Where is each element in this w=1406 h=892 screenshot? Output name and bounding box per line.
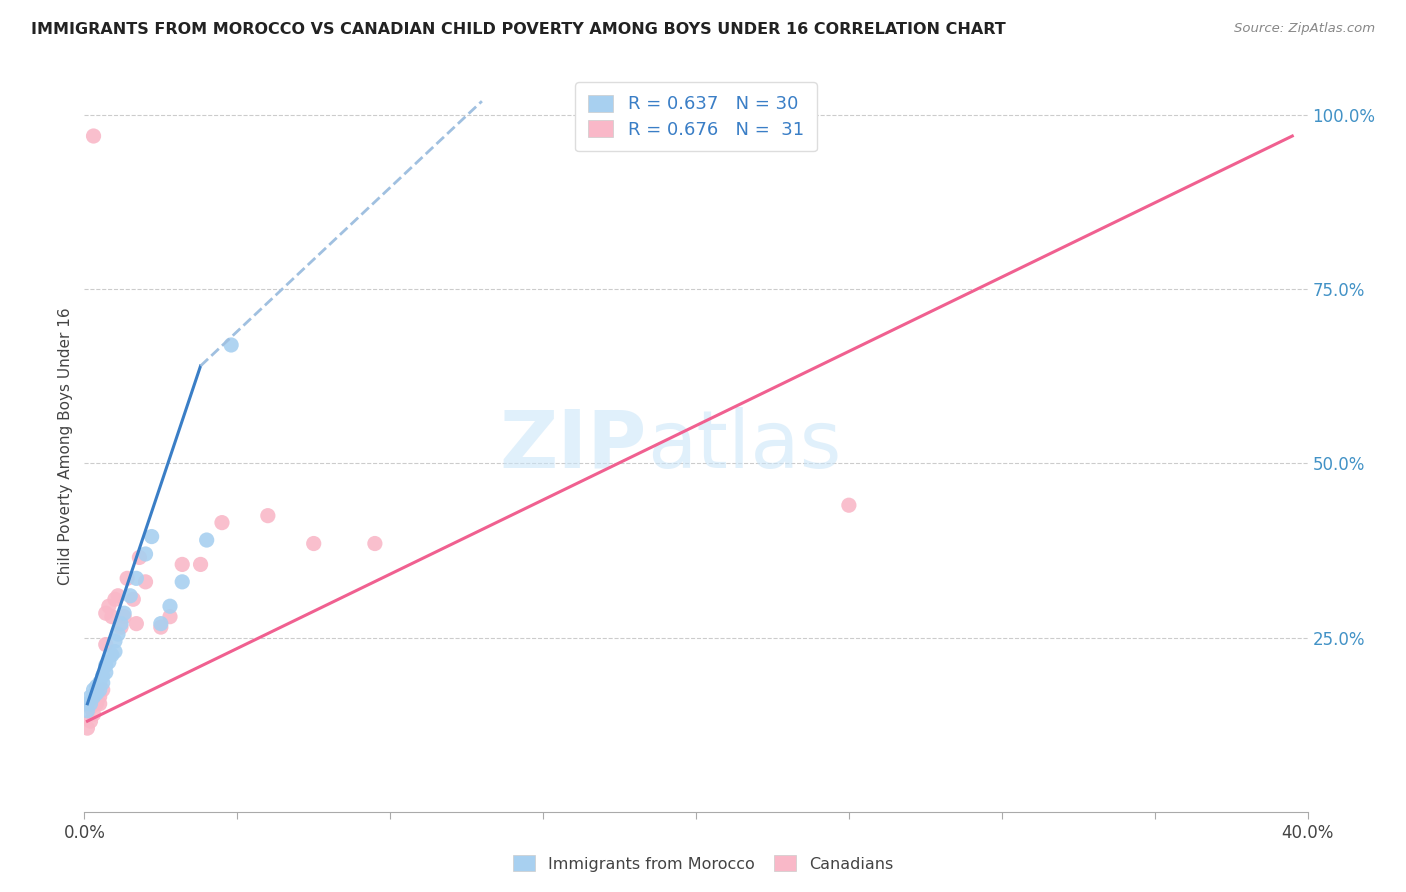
Point: [83, 690, 105, 704]
Point: [159, 599, 181, 614]
Point: [149, 620, 172, 634]
Point: [101, 648, 124, 662]
Point: [79, 697, 101, 711]
Point: [107, 589, 129, 603]
Point: [83, 682, 105, 697]
Point: [86, 686, 108, 700]
Point: [94, 665, 117, 680]
Text: atlas: atlas: [647, 407, 841, 485]
Point: [101, 609, 124, 624]
Point: [94, 658, 117, 673]
Point: [91, 676, 114, 690]
Point: [838, 498, 860, 512]
Point: [122, 592, 145, 607]
Point: [110, 620, 132, 634]
Point: [76, 721, 98, 735]
Point: [104, 592, 127, 607]
Point: [219, 338, 242, 352]
Point: [86, 679, 108, 693]
Point: [125, 616, 148, 631]
Point: [172, 558, 194, 572]
Point: [302, 536, 325, 550]
Point: [79, 690, 101, 704]
Point: [128, 550, 150, 565]
Point: [104, 634, 127, 648]
Point: [190, 558, 212, 572]
Point: [110, 616, 132, 631]
Point: [112, 606, 135, 620]
Point: [257, 508, 280, 523]
Point: [112, 609, 135, 624]
Point: [115, 571, 138, 585]
Point: [120, 589, 142, 603]
Point: [135, 547, 157, 561]
Point: [94, 606, 117, 620]
Point: [89, 697, 111, 711]
Point: [79, 700, 101, 714]
Point: [149, 616, 172, 631]
Point: [104, 644, 127, 658]
Point: [141, 530, 163, 544]
Point: [97, 655, 120, 669]
Point: [91, 682, 114, 697]
Point: [135, 574, 157, 589]
Legend: R = 0.637   N = 30, R = 0.676   N =  31: R = 0.637 N = 30, R = 0.676 N = 31: [575, 82, 817, 152]
Point: [159, 609, 181, 624]
Point: [89, 682, 111, 697]
Y-axis label: Child Poverty Among Boys Under 16: Child Poverty Among Boys Under 16: [58, 307, 73, 585]
Point: [76, 697, 98, 711]
Point: [97, 599, 120, 614]
Point: [195, 533, 218, 547]
Point: [91, 669, 114, 683]
Text: ZIP: ZIP: [499, 407, 647, 485]
Point: [364, 536, 387, 550]
Point: [83, 707, 105, 722]
Text: IMMIGRANTS FROM MOROCCO VS CANADIAN CHILD POVERTY AMONG BOYS UNDER 16 CORRELATIO: IMMIGRANTS FROM MOROCCO VS CANADIAN CHIL…: [31, 22, 1005, 37]
Point: [79, 714, 101, 728]
Point: [172, 574, 194, 589]
Point: [125, 571, 148, 585]
Point: [89, 690, 111, 704]
Point: [86, 697, 108, 711]
Point: [76, 704, 98, 718]
Point: [94, 638, 117, 652]
Point: [83, 128, 105, 143]
Point: [211, 516, 233, 530]
Point: [107, 627, 129, 641]
Text: Source: ZipAtlas.com: Source: ZipAtlas.com: [1234, 22, 1375, 36]
Point: [89, 676, 111, 690]
Legend: Immigrants from Morocco, Canadians: Immigrants from Morocco, Canadians: [505, 847, 901, 880]
